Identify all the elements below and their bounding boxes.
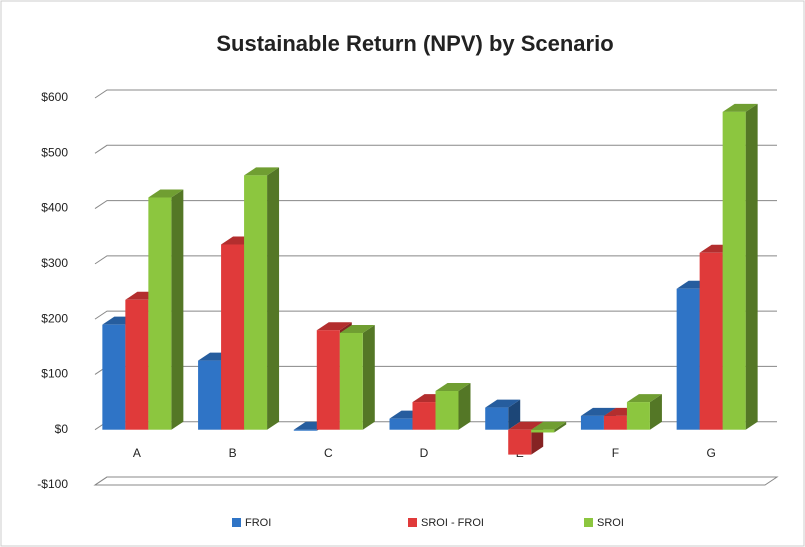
grid-line <box>94 476 777 486</box>
bar-side <box>745 103 758 430</box>
y-tick-label: -$100 <box>37 477 68 491</box>
legend-label: SROI <box>597 517 624 529</box>
bar <box>435 391 459 430</box>
legend-label: SROI - FROI <box>421 517 484 529</box>
bar <box>508 429 532 455</box>
bar-side <box>171 189 184 430</box>
bar <box>102 324 126 430</box>
y-tick-label: $500 <box>41 145 68 159</box>
bar <box>198 360 222 430</box>
bar-top <box>339 324 375 333</box>
bar <box>221 244 245 430</box>
bar-side <box>362 324 375 430</box>
bar-side <box>508 399 521 430</box>
legend-label: FROI <box>245 517 271 529</box>
bar-top <box>626 394 662 403</box>
bar <box>316 330 340 430</box>
bar-side <box>554 421 567 433</box>
bar-top <box>722 103 758 112</box>
legend-swatch <box>408 518 417 527</box>
bar-side <box>458 383 471 430</box>
bar <box>531 429 555 433</box>
bar <box>412 402 436 430</box>
bar <box>722 111 746 430</box>
bar-top <box>244 167 280 176</box>
bar <box>626 402 650 430</box>
bar-top <box>485 399 521 408</box>
bar <box>389 418 413 430</box>
grid-line <box>94 144 777 154</box>
legend-swatch <box>584 518 593 527</box>
x-tick-label: G <box>706 446 715 460</box>
bar <box>485 407 509 430</box>
bar-side <box>649 394 662 430</box>
y-tick-label: $0 <box>55 422 69 436</box>
y-tick-label: $600 <box>41 90 68 104</box>
x-tick-label: D <box>420 446 429 460</box>
grid-line <box>94 200 777 209</box>
bar <box>125 299 149 430</box>
grid-line <box>94 255 777 265</box>
x-tick-label: C <box>324 446 333 460</box>
bar <box>603 415 627 430</box>
bar-top <box>508 421 544 430</box>
bar-top <box>580 407 616 416</box>
grid-line <box>94 310 777 320</box>
bar-top <box>316 322 352 331</box>
y-tick-label: $400 <box>41 201 68 215</box>
bar-top <box>531 421 567 430</box>
bar <box>339 332 363 430</box>
bar <box>580 415 604 430</box>
bar <box>676 288 700 430</box>
x-tick-label: B <box>229 446 237 460</box>
bar-top <box>148 189 184 198</box>
grid-line <box>94 89 777 99</box>
y-tick-label: $300 <box>41 256 68 270</box>
bar <box>699 252 723 430</box>
chart-title: Sustainable Return (NPV) by Scenario <box>216 31 613 56</box>
bar <box>293 429 317 431</box>
bar-top <box>435 383 471 392</box>
bar-side <box>267 167 280 430</box>
y-tick-label: $200 <box>41 311 68 325</box>
y-tick-label: $100 <box>41 367 68 381</box>
bar <box>148 197 172 430</box>
bar <box>244 175 268 430</box>
x-tick-label: F <box>612 446 619 460</box>
legend-swatch <box>232 518 241 527</box>
x-tick-label: A <box>133 446 141 460</box>
